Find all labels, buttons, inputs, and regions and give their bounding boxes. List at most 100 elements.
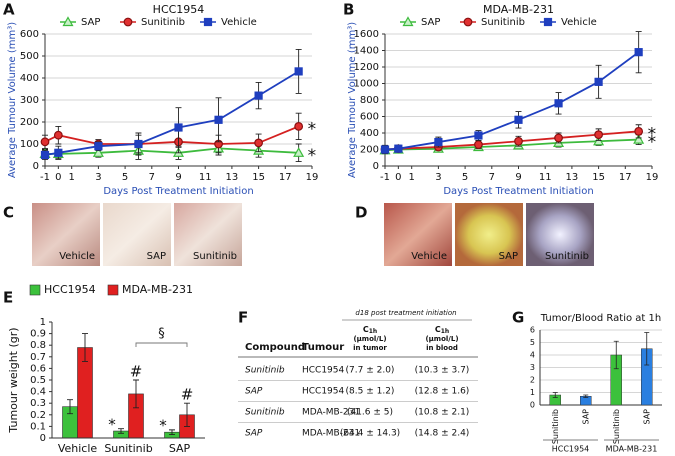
x-tick-label: 7 bbox=[489, 172, 495, 183]
photo bbox=[526, 203, 594, 266]
marker bbox=[474, 140, 483, 149]
table-cell: SAP bbox=[245, 387, 263, 397]
panel-letter: A bbox=[3, 1, 15, 19]
table-cell: MDA-MB-231 bbox=[302, 429, 360, 439]
legend-label: MDA-MB-231 bbox=[122, 283, 193, 296]
legend-label: SAP bbox=[421, 17, 440, 28]
group-label: HCC1954 bbox=[552, 445, 590, 454]
x-tick-label: 0 bbox=[55, 172, 61, 183]
y-tick-label: 2 bbox=[530, 376, 535, 385]
marker bbox=[40, 150, 50, 160]
panel-letter: B bbox=[343, 1, 354, 19]
error-bar bbox=[67, 399, 73, 415]
y-tick-label: 500 bbox=[20, 51, 39, 62]
y-tick-label: 0.9 bbox=[30, 329, 46, 340]
y-tick-label: 0.3 bbox=[30, 398, 46, 409]
marker bbox=[634, 48, 643, 57]
annotation: * bbox=[159, 417, 167, 435]
panel-letter: E bbox=[3, 289, 13, 307]
y-tick-label: 1200 bbox=[354, 62, 379, 73]
y-tick-label: 6 bbox=[530, 326, 535, 335]
series-line bbox=[384, 51, 640, 151]
error-bar bbox=[644, 332, 650, 366]
marker bbox=[634, 126, 644, 136]
legend-marker bbox=[62, 16, 74, 27]
table-cell: (12.8 ± 1.6) bbox=[415, 387, 470, 397]
y-axis-label: Tumour weight (gr) bbox=[7, 327, 20, 433]
column-header: C1h bbox=[435, 325, 449, 335]
x-tick-label: 0 bbox=[395, 172, 401, 183]
x-tick-label: 19 bbox=[646, 172, 659, 183]
table-cell: Sunitinib bbox=[245, 408, 285, 418]
annotation: * bbox=[648, 133, 657, 153]
y-tick-label: 0.8 bbox=[30, 340, 46, 351]
column-where: in blood bbox=[426, 344, 458, 352]
photo-label: SAP bbox=[499, 251, 518, 262]
legend-marker bbox=[463, 17, 473, 27]
y-tick-label: 0.6 bbox=[30, 363, 46, 374]
marker bbox=[293, 147, 305, 157]
x-tick-label: 5 bbox=[462, 172, 468, 183]
symbol: C bbox=[363, 325, 369, 334]
y-tick-label: 1 bbox=[40, 317, 46, 328]
marker bbox=[434, 137, 443, 147]
table-cell: (8.5 ± 1.2) bbox=[346, 387, 395, 397]
marker bbox=[474, 131, 483, 140]
table-cell: SAP bbox=[245, 429, 263, 439]
annotation: * bbox=[648, 124, 657, 144]
y-tick-label: 200 bbox=[20, 117, 39, 128]
legend-label: Vehicle bbox=[221, 17, 257, 28]
table-cell: (14.8 ± 2.4) bbox=[415, 429, 470, 439]
marker bbox=[54, 148, 63, 157]
annotation: # bbox=[181, 386, 194, 404]
y-tick-label: 0 bbox=[33, 161, 39, 172]
y-tick-label: 0.1 bbox=[30, 421, 46, 432]
chart-title: Tumor/Blood Ratio at 1h bbox=[540, 313, 661, 324]
legend-marker bbox=[203, 17, 213, 27]
marker bbox=[214, 115, 223, 124]
y-tick-label: 3 bbox=[530, 363, 535, 372]
column-header: Compound bbox=[245, 342, 305, 353]
error-bar bbox=[169, 429, 175, 435]
marker bbox=[594, 77, 603, 86]
photo-label: Vehicle bbox=[59, 251, 95, 262]
panel-letter: C bbox=[3, 204, 14, 222]
legend-label: Sunitinib bbox=[141, 17, 185, 28]
table-cell: (10.3 ± 3.7) bbox=[415, 366, 470, 376]
column-where: in tumor bbox=[353, 344, 387, 352]
column-unit: (μmol/L) bbox=[425, 335, 458, 343]
x-tick-label: 5 bbox=[122, 172, 128, 183]
y-tick-label: 200 bbox=[360, 145, 379, 156]
error-bar bbox=[82, 333, 88, 362]
marker bbox=[380, 145, 390, 154]
marker bbox=[514, 115, 523, 124]
x-tick-label: 17 bbox=[619, 172, 632, 183]
y-tick-label: 600 bbox=[20, 29, 39, 40]
marker bbox=[40, 137, 50, 147]
photo-label: SAP bbox=[147, 251, 166, 262]
legend-swatch bbox=[29, 284, 41, 296]
marker bbox=[53, 130, 63, 140]
table-cell: (7.7 ± 2.0) bbox=[346, 366, 395, 376]
photo bbox=[32, 203, 100, 266]
y-tick-label: 4 bbox=[530, 351, 535, 360]
marker bbox=[294, 121, 304, 131]
y-axis-label: Average Tumour Volume (mm³) bbox=[347, 22, 358, 178]
chart-title: HCC1954 bbox=[153, 3, 205, 16]
marker bbox=[594, 130, 603, 140]
x-tick-label: SAP bbox=[642, 409, 651, 425]
x-axis-label: Days Post Treatment Initiation bbox=[103, 186, 253, 197]
y-tick-label: 0.4 bbox=[30, 387, 46, 398]
panel-letter: G bbox=[512, 309, 524, 327]
photo-label: Sunitinib bbox=[193, 251, 237, 262]
y-tick-label: 0 bbox=[373, 161, 379, 172]
error-bar bbox=[613, 340, 619, 370]
x-tick-label: -1 bbox=[40, 172, 50, 183]
y-axis-label: Average Tumour Volume (mm³) bbox=[7, 22, 18, 178]
error-bar bbox=[184, 402, 190, 427]
photo bbox=[384, 203, 452, 266]
table-superheader: d18 post treatment initiation bbox=[355, 309, 456, 317]
y-tick-label: 1400 bbox=[354, 46, 379, 57]
y-tick-label: 400 bbox=[20, 73, 39, 84]
